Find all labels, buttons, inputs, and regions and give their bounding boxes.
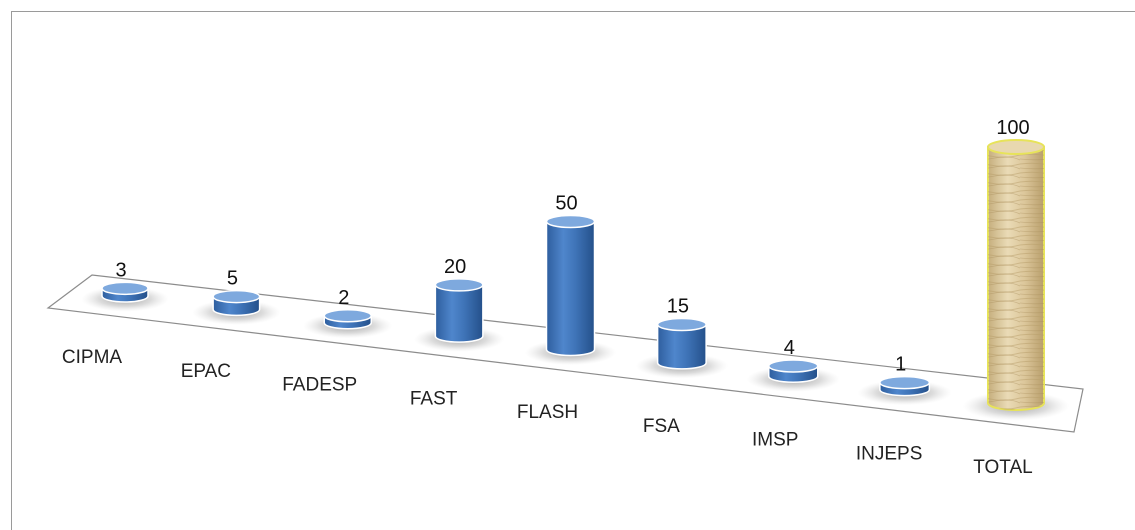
category-label-fast: FAST [410, 388, 458, 409]
category-label-flash: FLASH [517, 402, 578, 423]
bar-flash [545, 214, 596, 357]
bar-epac [212, 289, 261, 317]
value-label-fsa: 15 [667, 295, 689, 317]
chart-frame [11, 11, 1135, 530]
value-label-epac: 5 [227, 268, 238, 290]
category-label-cipma: CIPMA [62, 347, 123, 368]
value-label-cipma: 3 [115, 259, 126, 281]
value-label-total: 100 [996, 117, 1029, 139]
value-label-fast: 20 [444, 256, 466, 278]
category-label-total: TOTAL [973, 457, 1032, 478]
bar-fadesp [323, 309, 372, 330]
bar-fast [434, 278, 484, 343]
bar-total [987, 139, 1045, 411]
value-label-flash: 50 [555, 193, 577, 215]
category-label-fadesp: FADESP [282, 375, 357, 396]
category-label-injeps: INJEPS [856, 443, 923, 464]
category-label-epac: EPAC [181, 361, 231, 382]
category-label-imsp: IMSP [752, 430, 798, 451]
bar-imsp [768, 359, 819, 383]
value-label-imsp: 4 [784, 337, 795, 359]
bar-cipma [101, 281, 149, 303]
bar-injeps [879, 375, 931, 397]
value-label-fadesp: 2 [338, 287, 349, 309]
category-label-fsa: FSA [643, 416, 680, 437]
value-label-injeps: 1 [895, 354, 906, 376]
bar-fsa [656, 317, 707, 370]
